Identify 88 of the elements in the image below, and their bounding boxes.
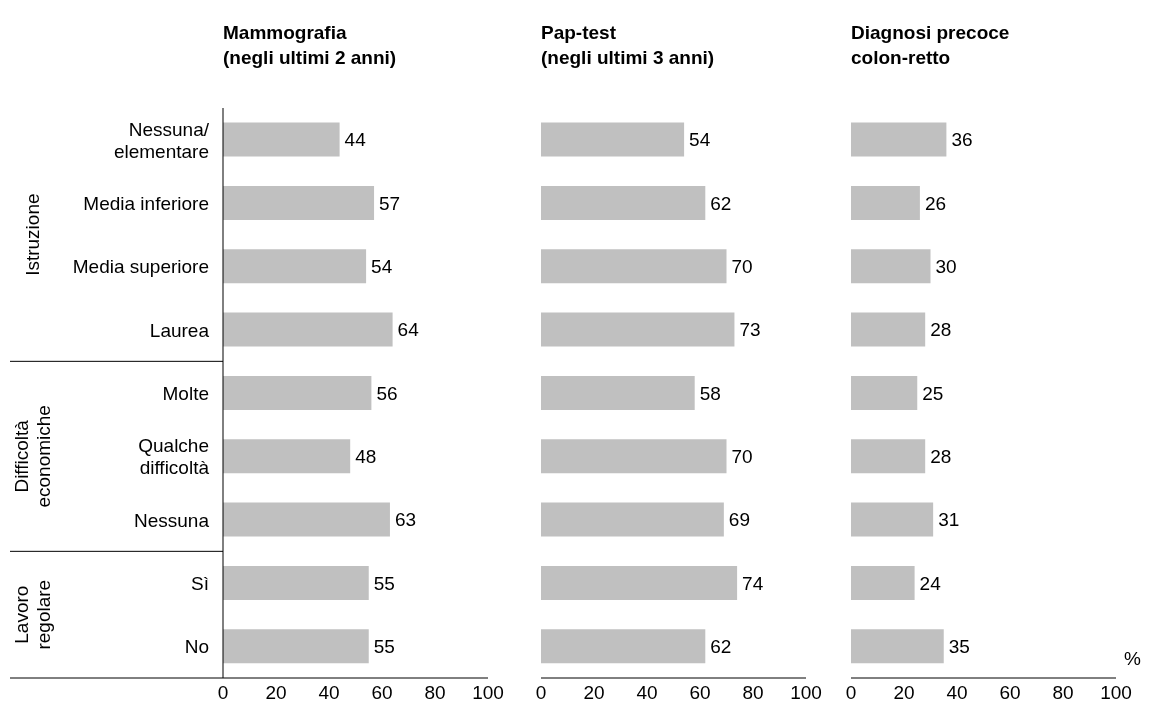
data-label: 62 xyxy=(710,192,732,214)
y-tick-label: Qualche difficoltà xyxy=(138,434,210,478)
bar xyxy=(223,249,367,284)
data-label: 28 xyxy=(930,445,952,467)
data-label: 73 xyxy=(739,319,761,341)
x-tick-label: 100 xyxy=(1100,682,1132,704)
x-tick-label: 60 xyxy=(999,682,1021,704)
bar xyxy=(223,312,393,347)
x-tick-label: 20 xyxy=(265,682,287,704)
text: % xyxy=(1124,648,1141,670)
data-label: 44 xyxy=(344,129,367,151)
x-tick-label: 0 xyxy=(845,682,857,704)
bar xyxy=(851,439,926,474)
x-tick-label: 40 xyxy=(318,682,340,704)
data-label: 36 xyxy=(951,129,973,151)
y-tick-label: Nessuna xyxy=(134,509,210,531)
x-tick-label: 80 xyxy=(742,682,764,704)
x-tick-label: 40 xyxy=(636,682,658,704)
x-tick-label: 0 xyxy=(535,682,547,704)
data-label: 48 xyxy=(355,445,377,467)
x-tick-label: 60 xyxy=(371,682,393,704)
y-tick-label: No xyxy=(184,635,209,657)
bar xyxy=(223,122,340,157)
data-label: 28 xyxy=(930,319,952,341)
y-tick-label: Sì xyxy=(191,572,209,594)
data-label: 58 xyxy=(699,382,721,404)
chart-title: Diagnosi precoce colon-retto xyxy=(851,21,1010,70)
bar xyxy=(851,375,918,410)
chart-title: Mammografia (negli ultimi 2 anni) xyxy=(223,21,397,70)
bar xyxy=(541,122,685,157)
y-tick-label: Nessuna/ elementare xyxy=(113,118,210,162)
bar xyxy=(223,502,390,537)
x-tick-label: 80 xyxy=(424,682,446,704)
data-label: 63 xyxy=(394,509,417,531)
bar xyxy=(541,312,735,347)
data-label: 74 xyxy=(742,572,764,594)
text: Difficoltà economiche xyxy=(10,405,54,508)
y-tick-label: Media superiore xyxy=(72,255,209,277)
x-tick-label: 100 xyxy=(790,682,822,704)
text: Lavoro regolare xyxy=(10,579,54,650)
bar xyxy=(851,629,944,664)
data-label: 69 xyxy=(728,509,750,531)
bar xyxy=(541,439,727,474)
x-tick-label: 100 xyxy=(472,682,504,704)
y-tick-label: Media inferiore xyxy=(83,192,209,214)
y-tick-label: Molte xyxy=(162,382,209,404)
data-label: 54 xyxy=(689,129,711,151)
bar xyxy=(541,185,706,220)
bar xyxy=(541,565,738,600)
x-tick-label: 20 xyxy=(893,682,915,704)
x-tick-label: 80 xyxy=(1052,682,1074,704)
bar xyxy=(851,565,915,600)
data-label: 54 xyxy=(371,255,393,277)
x-tick-label: 0 xyxy=(217,682,229,704)
data-label: 30 xyxy=(935,255,957,277)
bar xyxy=(851,502,934,537)
bar xyxy=(851,249,931,284)
x-tick-label: 20 xyxy=(583,682,605,704)
data-label: 55 xyxy=(373,635,395,657)
bar xyxy=(541,502,724,537)
bar xyxy=(541,375,695,410)
data-label: 57 xyxy=(379,192,401,214)
bar xyxy=(223,565,369,600)
data-label: 31 xyxy=(938,509,960,531)
data-label: 55 xyxy=(373,572,395,594)
bar xyxy=(223,439,351,474)
data-label: 25 xyxy=(922,382,944,404)
bar xyxy=(851,122,947,157)
x-tick-label: 40 xyxy=(946,682,968,704)
data-label: 70 xyxy=(731,255,753,277)
bar xyxy=(851,185,920,220)
bar xyxy=(541,249,727,284)
text: Istruzione xyxy=(21,193,43,276)
bar xyxy=(541,629,706,664)
data-label: 56 xyxy=(376,382,398,404)
data-label: 70 xyxy=(731,445,753,467)
x-tick-label: 60 xyxy=(689,682,711,704)
bar xyxy=(223,375,372,410)
data-label: 64 xyxy=(397,319,420,341)
data-label: 62 xyxy=(710,635,732,657)
data-label: 26 xyxy=(924,192,947,214)
chart-title: Pap-test (negli ultimi 3 anni) xyxy=(541,21,715,70)
bar xyxy=(223,629,369,664)
bar xyxy=(223,185,375,220)
y-tick-label: Laurea xyxy=(149,319,210,341)
data-label: 24 xyxy=(919,572,942,594)
data-label: 35 xyxy=(948,635,970,657)
bar xyxy=(851,312,926,347)
